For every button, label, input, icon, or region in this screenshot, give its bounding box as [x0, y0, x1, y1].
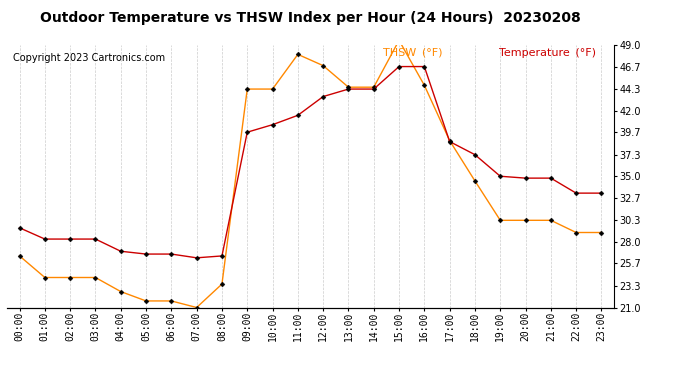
THSW  (°F) [572, 230, 580, 235]
THSW  (°F) [446, 138, 454, 143]
THSW  (°F) [319, 63, 327, 68]
Text: Outdoor Temperature vs THSW Index per Hour (24 Hours)  20230208: Outdoor Temperature vs THSW Index per Ho… [40, 11, 581, 25]
THSW  (°F) [546, 218, 555, 223]
Temperature  (°F) [91, 237, 99, 242]
Temperature  (°F) [218, 254, 226, 258]
Text: Temperature (°F): Temperature (°F) [499, 48, 595, 58]
THSW  (°F) [66, 275, 75, 280]
THSW  (°F) [91, 275, 99, 280]
Text: Copyright 2023 Cartronics.com: Copyright 2023 Cartronics.com [13, 53, 165, 63]
Temperature  (°F) [193, 256, 201, 260]
THSW  (°F) [193, 305, 201, 310]
Temperature  (°F) [370, 87, 378, 92]
THSW  (°F) [496, 218, 504, 223]
Temperature  (°F) [294, 113, 302, 118]
THSW  (°F) [167, 298, 175, 303]
Temperature  (°F) [572, 191, 580, 195]
Temperature  (°F) [598, 191, 606, 195]
Line: THSW  (°F): THSW (°F) [18, 39, 603, 309]
Line: Temperature  (°F): Temperature (°F) [18, 65, 603, 260]
Temperature  (°F) [496, 174, 504, 178]
Text: THSW (°F): THSW (°F) [384, 48, 443, 58]
Temperature  (°F) [395, 64, 403, 69]
Temperature  (°F) [41, 237, 49, 242]
Temperature  (°F) [142, 252, 150, 257]
Temperature  (°F) [446, 140, 454, 144]
THSW  (°F) [471, 179, 479, 183]
THSW  (°F) [395, 38, 403, 43]
THSW  (°F) [522, 218, 530, 223]
Temperature  (°F) [243, 130, 251, 135]
Temperature  (°F) [546, 176, 555, 180]
THSW  (°F) [15, 254, 23, 258]
THSW  (°F) [370, 85, 378, 90]
THSW  (°F) [420, 83, 428, 88]
Temperature  (°F) [117, 249, 125, 254]
THSW  (°F) [218, 282, 226, 286]
THSW  (°F) [294, 52, 302, 57]
Temperature  (°F) [15, 226, 23, 230]
THSW  (°F) [41, 275, 49, 280]
THSW  (°F) [268, 87, 277, 92]
Temperature  (°F) [319, 94, 327, 99]
THSW  (°F) [598, 230, 606, 235]
Temperature  (°F) [167, 252, 175, 257]
THSW  (°F) [117, 290, 125, 294]
THSW  (°F) [344, 85, 353, 90]
THSW  (°F) [142, 298, 150, 303]
Temperature  (°F) [66, 237, 75, 242]
Temperature  (°F) [420, 64, 428, 69]
THSW  (°F) [243, 87, 251, 92]
Temperature  (°F) [522, 176, 530, 180]
Temperature  (°F) [471, 153, 479, 157]
Temperature  (°F) [344, 87, 353, 92]
Temperature  (°F) [268, 122, 277, 127]
